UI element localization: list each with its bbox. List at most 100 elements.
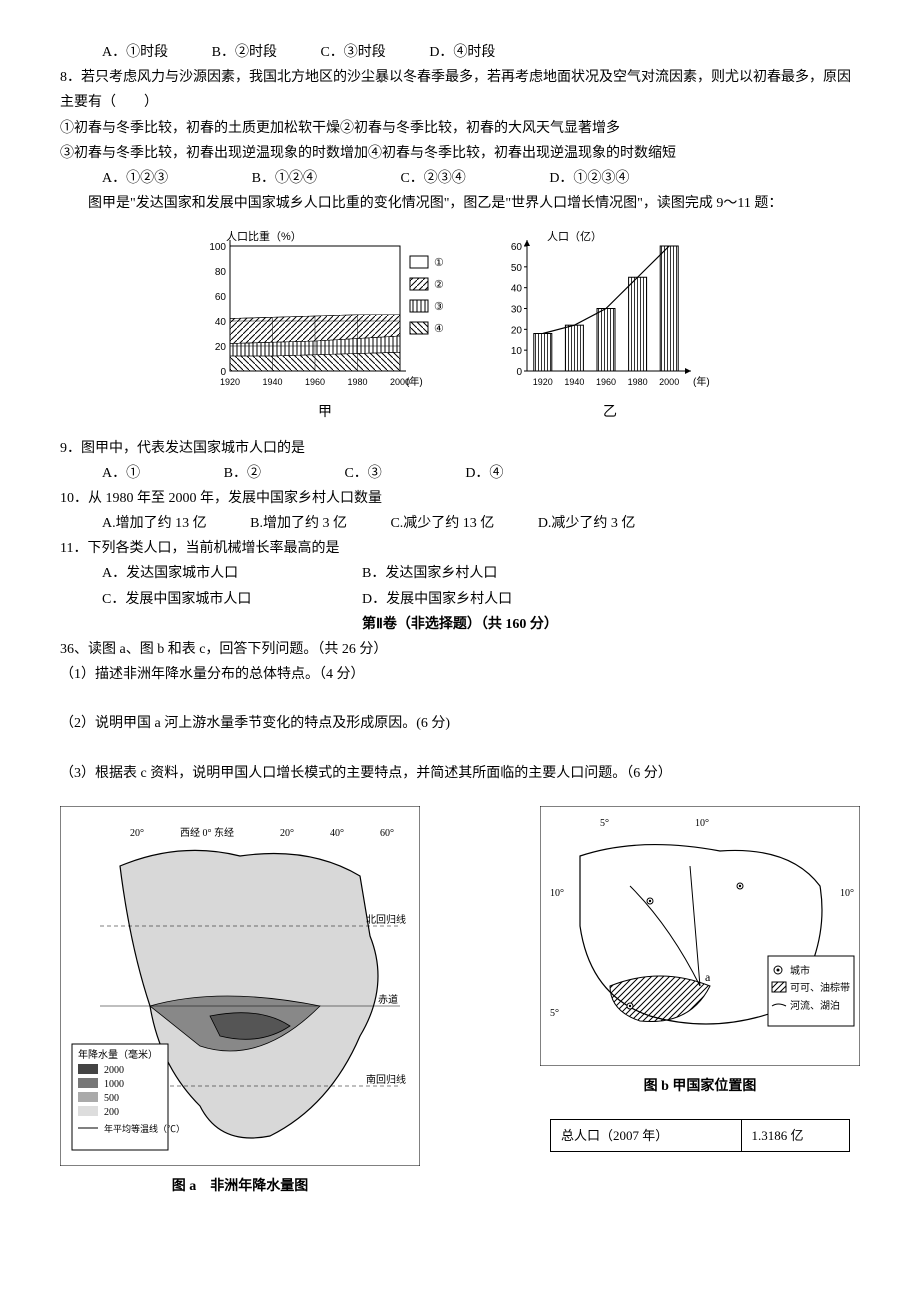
q36-p3: （3）根据表 c 资料，说明甲国人口增长模式的主要特点，并简述其所面临的主要人口… — [60, 761, 860, 786]
chart-jia-caption: 甲 — [195, 400, 455, 425]
svg-text:20: 20 — [215, 342, 227, 353]
table-c-value: 1.3186 亿 — [741, 1119, 849, 1151]
svg-text:2000: 2000 — [659, 377, 679, 387]
svg-text:60: 60 — [215, 292, 227, 303]
q8-opt-c: C．②③④ — [400, 166, 465, 191]
q9-opt-a: A．① — [102, 461, 140, 486]
q9-stem: 9．图甲中，代表发达国家城市人口的是 — [60, 436, 860, 461]
svg-text:10°: 10° — [550, 888, 564, 899]
svg-text:1960: 1960 — [305, 377, 325, 387]
svg-text:20: 20 — [511, 326, 523, 337]
svg-text:年平均等温线（℃）: 年平均等温线（℃） — [104, 1123, 185, 1134]
q11-opt-d: D．发展中国家乡村人口 — [362, 587, 512, 612]
legend-river: 河流、湖泊 — [790, 999, 840, 1012]
q10-stem: 10．从 1980 年至 2000 年，发展中国家乡村人口数量 — [60, 486, 860, 511]
maps-row: 赤道 北回归线 南回归线 年降水量（毫米） 2000 1000 500 200 … — [60, 806, 860, 1199]
intro-9-11: 图甲是"发达国家和发展中国家城乡人口比重的变化情况图"，图乙是"世界人口增长情况… — [60, 191, 860, 216]
svg-text:西经 0° 东经: 西经 0° 东经 — [180, 826, 234, 839]
svg-text:人口（亿）: 人口（亿） — [547, 230, 602, 243]
charts-row: 人口比重（%） 0 20 40 60 80 100 1920 1940 1960 1980 2000 (… — [60, 226, 860, 425]
svg-text:20°: 20° — [280, 828, 294, 839]
chart-jia-box: 人口比重（%）02040608010019201940196019802000(… — [195, 226, 455, 425]
svg-text:40°: 40° — [330, 828, 344, 839]
chart-yi-caption: 乙 — [495, 400, 725, 425]
svg-text:③: ③ — [434, 301, 444, 313]
svg-text:10: 10 — [511, 346, 523, 357]
svg-text:a: a — [705, 970, 711, 984]
q36-p1: （1）描述非洲年降水量分布的总体特点。（4 分） — [60, 662, 860, 687]
q7-opt-b: B．②时段 — [212, 40, 277, 65]
svg-text:100: 100 — [209, 242, 226, 253]
svg-text:60: 60 — [511, 242, 523, 253]
svg-text:40: 40 — [511, 284, 523, 295]
svg-text:④: ④ — [434, 323, 444, 335]
q10-opt-c: C.减少了约 13 亿 — [390, 511, 494, 536]
chart-yi-box: 人口（亿） 0 10 20 30 40 50 60 1920 1940 1960 1980 2000 (年… — [495, 226, 725, 425]
svg-text:30: 30 — [511, 305, 523, 316]
q9-opt-d: D．④ — [465, 461, 503, 486]
legend-crop: 可可、油棕带 — [790, 981, 850, 994]
map-a-caption: 图 a 非洲年降水量图 — [172, 1174, 309, 1199]
map-a-col: 赤道 北回归线 南回归线 年降水量（毫米） 2000 1000 500 200 … — [60, 806, 420, 1199]
svg-text:2000: 2000 — [104, 1065, 124, 1076]
q8-opt-b: B．①②④ — [252, 166, 317, 191]
svg-text:①: ① — [434, 257, 444, 269]
svg-text:0: 0 — [516, 367, 522, 378]
map-a: 赤道 北回归线 南回归线 年降水量（毫米） 2000 1000 500 200 … — [60, 806, 420, 1166]
svg-text:500: 500 — [104, 1093, 119, 1104]
q8-cond2: ③初春与冬季比较，初春出现逆温现象的时数增加④初春与冬季比较，初春出现逆温现象的… — [60, 141, 860, 166]
svg-text:1920: 1920 — [533, 377, 553, 387]
legend-city: 城市 — [790, 964, 810, 977]
map-b-col: a 5° 10° 10° 10° 5° 5° 城市 可可、油棕带 河流、湖泊 图… — [540, 806, 860, 1199]
svg-text:北回归线: 北回归线 — [366, 913, 406, 926]
svg-text:200: 200 — [104, 1107, 119, 1118]
q10-opt-d: D.减少了约 3 亿 — [538, 511, 636, 536]
svg-text:1980: 1980 — [347, 377, 367, 387]
q7-opt-c: C．③时段 — [320, 40, 385, 65]
q10-options: A.增加了约 13 亿 B.增加了约 3 亿 C.减少了约 13 亿 D.减少了… — [60, 511, 860, 536]
svg-text:20°: 20° — [130, 828, 144, 839]
q9-opt-c: C．③ — [344, 461, 381, 486]
svg-text:②: ② — [434, 279, 444, 291]
chart-jia: 人口比重（%）02040608010019201940196019802000(… — [195, 226, 455, 396]
q8-opt-a: A．①②③ — [102, 166, 168, 191]
table-c-label: 总人口（2007 年） — [551, 1119, 742, 1151]
chart-yi: 人口（亿） 0 10 20 30 40 50 60 1920 1940 1960 1980 2000 (年… — [495, 226, 725, 396]
svg-text:1960: 1960 — [596, 377, 616, 387]
svg-text:10°: 10° — [695, 818, 709, 829]
q36-stem: 36、读图 a、图 b 和表 c，回答下列问题。（共 26 分） — [60, 637, 860, 662]
svg-text:40: 40 — [215, 317, 227, 328]
q10-opt-a: A.增加了约 13 亿 — [102, 511, 207, 536]
q8-options: A．①②③ B．①②④ C．②③④ D．①②③④ — [60, 166, 860, 191]
q11-opt-a: A．发达国家城市人口 — [102, 561, 362, 586]
q7-opt-d: D．④时段 — [429, 40, 495, 65]
svg-text:1000: 1000 — [104, 1079, 124, 1090]
table-c: 总人口（2007 年） 1.3186 亿 — [550, 1119, 850, 1152]
q9-options: A．① B．② C．③ D．④ — [60, 461, 860, 486]
svg-text:1980: 1980 — [628, 377, 648, 387]
svg-text:60°: 60° — [380, 828, 394, 839]
svg-text:1920: 1920 — [220, 377, 240, 387]
svg-text:5°: 5° — [550, 1008, 559, 1019]
section2-title: 第Ⅱ卷（非选择题）（共 160 分） — [60, 612, 860, 637]
q11-options: A．发达国家城市人口 B．发达国家乡村人口 C．发展中国家城市人口 D．发展中国… — [60, 561, 860, 611]
q9-opt-b: B．② — [224, 461, 261, 486]
svg-text:(年): (年) — [406, 375, 423, 388]
q36-p2: （2）说明甲国 a 河上游水量季节变化的特点及形成原因。(6 分) — [60, 711, 860, 736]
q11-opt-b: B．发达国家乡村人口 — [362, 561, 497, 586]
q8-stem: 8．若只考虑风力与沙源因素，我国北方地区的沙尘暴以冬春季最多，若再考虑地面状况及… — [60, 65, 860, 115]
q8-opt-d: D．①②③④ — [549, 166, 629, 191]
q8-cond1: ①初春与冬季比较，初春的土质更加松软干燥②初春与冬季比较，初春的大风天气显著增多 — [60, 116, 860, 141]
svg-text:1940: 1940 — [262, 377, 282, 387]
map-b-caption: 图 b 甲国家位置图 — [644, 1074, 757, 1099]
svg-text:80: 80 — [215, 267, 227, 278]
q10-opt-b: B.增加了约 3 亿 — [250, 511, 347, 536]
svg-text:赤道: 赤道 — [378, 993, 398, 1006]
map-b: a 5° 10° 10° 10° 5° 5° 城市 可可、油棕带 河流、湖泊 — [540, 806, 860, 1066]
svg-text:50: 50 — [511, 263, 523, 274]
svg-text:(年): (年) — [693, 375, 710, 388]
svg-text:南回归线: 南回归线 — [366, 1073, 406, 1086]
svg-text:人口比重（%）: 人口比重（%） — [226, 229, 302, 243]
svg-text:1940: 1940 — [564, 377, 584, 387]
svg-text:年降水量（毫米）: 年降水量（毫米） — [78, 1048, 158, 1061]
